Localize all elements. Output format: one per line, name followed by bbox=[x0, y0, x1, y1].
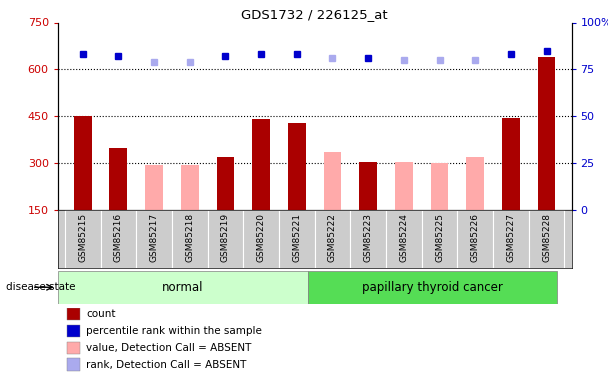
Bar bbox=[529, 210, 564, 268]
Bar bbox=[207, 210, 243, 268]
Text: GSM85221: GSM85221 bbox=[292, 213, 302, 262]
Bar bbox=[502, 118, 520, 210]
Bar bbox=[172, 210, 207, 268]
Text: value, Detection Call = ABSENT: value, Detection Call = ABSENT bbox=[86, 343, 252, 352]
Bar bbox=[243, 210, 279, 268]
Text: rank, Detection Call = ABSENT: rank, Detection Call = ABSENT bbox=[86, 360, 247, 369]
Bar bbox=[279, 210, 315, 268]
Bar bbox=[67, 308, 80, 320]
Text: GSM85219: GSM85219 bbox=[221, 213, 230, 262]
Bar bbox=[457, 210, 493, 268]
Bar bbox=[359, 162, 377, 210]
Bar bbox=[315, 210, 350, 268]
Text: GSM85226: GSM85226 bbox=[471, 213, 480, 262]
Bar bbox=[100, 210, 136, 268]
Text: disease state: disease state bbox=[6, 282, 75, 292]
Bar bbox=[67, 342, 80, 354]
Bar bbox=[109, 147, 127, 210]
Bar bbox=[430, 163, 449, 210]
Text: GSM85217: GSM85217 bbox=[150, 213, 159, 262]
Bar bbox=[422, 210, 457, 268]
Bar bbox=[323, 152, 342, 210]
Text: GSM85218: GSM85218 bbox=[185, 213, 195, 262]
Text: normal: normal bbox=[162, 281, 204, 294]
Bar bbox=[216, 157, 234, 210]
Text: GSM85227: GSM85227 bbox=[506, 213, 516, 262]
Text: GSM85224: GSM85224 bbox=[399, 213, 409, 262]
Text: GSM85215: GSM85215 bbox=[78, 213, 87, 262]
Bar bbox=[136, 210, 172, 268]
Bar bbox=[308, 271, 558, 304]
Bar bbox=[537, 57, 556, 210]
Text: percentile rank within the sample: percentile rank within the sample bbox=[86, 326, 262, 336]
Text: count: count bbox=[86, 309, 116, 319]
Bar bbox=[74, 116, 92, 210]
Bar bbox=[65, 210, 100, 268]
Bar bbox=[252, 119, 270, 210]
Text: GSM85228: GSM85228 bbox=[542, 213, 551, 262]
Bar bbox=[350, 210, 386, 268]
Text: GSM85220: GSM85220 bbox=[257, 213, 266, 262]
Bar bbox=[466, 157, 484, 210]
Bar bbox=[288, 123, 306, 210]
Text: GSM85223: GSM85223 bbox=[364, 213, 373, 262]
Bar bbox=[145, 165, 163, 210]
Text: GSM85225: GSM85225 bbox=[435, 213, 444, 262]
Bar bbox=[181, 165, 199, 210]
Bar bbox=[386, 210, 422, 268]
Bar bbox=[493, 210, 529, 268]
Text: papillary thyroid cancer: papillary thyroid cancer bbox=[362, 281, 503, 294]
Bar bbox=[395, 162, 413, 210]
Title: GDS1732 / 226125_at: GDS1732 / 226125_at bbox=[241, 8, 388, 21]
Bar bbox=[67, 325, 80, 337]
Bar bbox=[67, 358, 80, 370]
Text: GSM85222: GSM85222 bbox=[328, 213, 337, 262]
Text: GSM85216: GSM85216 bbox=[114, 213, 123, 262]
Bar bbox=[58, 271, 308, 304]
